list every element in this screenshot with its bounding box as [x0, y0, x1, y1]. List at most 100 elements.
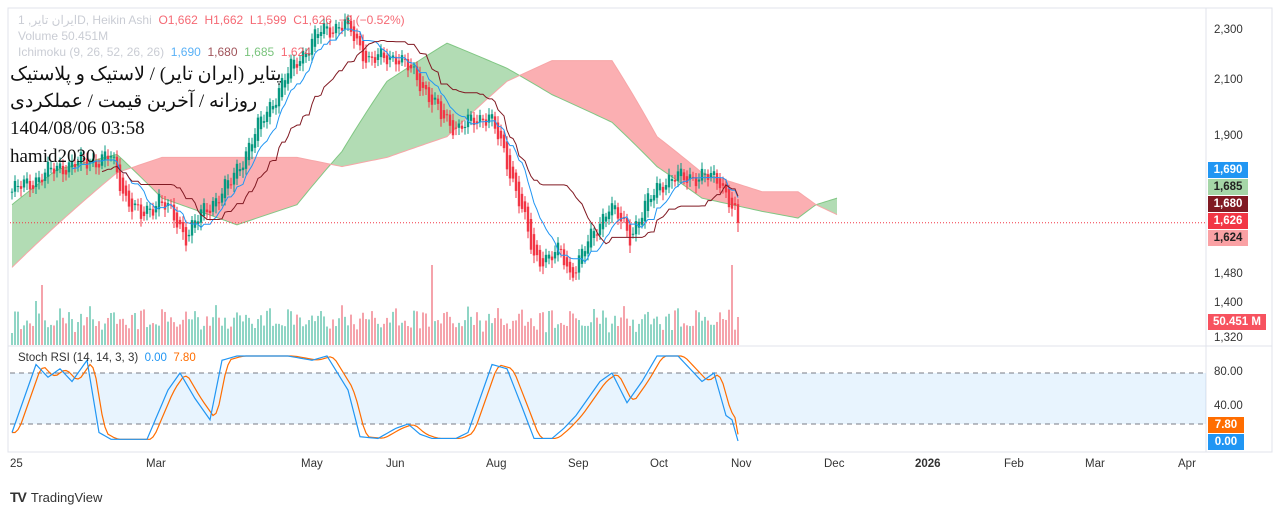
candle-body — [73, 163, 77, 168]
volume-bar — [146, 327, 148, 345]
candle-body — [727, 188, 731, 208]
volume-bar — [584, 325, 586, 345]
volume-bar — [644, 314, 646, 345]
ichimoku-cloud-segment — [447, 43, 450, 137]
volume-bar — [482, 331, 484, 345]
ichimoku-cloud-segment — [81, 162, 84, 204]
candle-body — [70, 160, 74, 168]
volume-bar — [272, 325, 274, 345]
candle-body — [646, 193, 650, 211]
candle-body — [397, 60, 401, 65]
candle-body — [484, 119, 488, 126]
ichimoku-cloud-segment — [558, 60, 561, 99]
ichimoku-cloud-segment — [660, 138, 663, 171]
ichimoku-cloud-segment — [393, 75, 396, 156]
volume-bar — [230, 326, 232, 345]
ichimoku-cloud-segment — [72, 165, 75, 212]
volume-bar — [476, 312, 478, 345]
candle-body — [625, 217, 629, 231]
candle-body — [202, 203, 206, 216]
candle-body — [559, 248, 563, 250]
candle-body — [439, 101, 443, 120]
tradingview-brand[interactable]: TV TradingView — [10, 489, 102, 505]
ichimoku-cloud-segment — [825, 200, 828, 211]
candle-body — [220, 193, 224, 203]
candle-body — [52, 168, 56, 174]
candle-body — [454, 127, 458, 129]
volume-bar — [188, 319, 190, 345]
ichimoku-cloud-segment — [741, 184, 744, 208]
volume-bar — [200, 329, 202, 345]
ichimoku-cloud-segment — [537, 66, 540, 88]
volume-bar — [617, 325, 619, 345]
volume-bar — [341, 305, 343, 345]
volume-bar — [542, 312, 544, 345]
candle-body — [667, 174, 671, 188]
volume-legend: Volume 50.451M — [18, 29, 109, 43]
ichimoku-cloud-segment — [12, 202, 15, 268]
candle-body — [706, 174, 710, 180]
candle-body — [382, 52, 386, 59]
ichimoku-cloud-segment — [48, 174, 51, 234]
candle-body — [604, 216, 608, 222]
volume-bar — [107, 317, 109, 345]
volume-bar — [596, 317, 598, 345]
ichimoku-cloud-segment — [468, 51, 471, 117]
ichimoku-cloud-segment — [501, 65, 504, 87]
candle-body — [133, 203, 137, 206]
volume-bar — [368, 319, 370, 345]
ichimoku-cloud-segment — [366, 108, 369, 162]
volume-bar — [479, 320, 481, 345]
volume-bar — [725, 319, 727, 345]
candle-body — [670, 179, 674, 182]
ichimoku-cloud-segment — [87, 161, 90, 199]
ichimoku-cloud-segment — [801, 193, 804, 216]
ichimoku-cloud-segment — [444, 43, 447, 138]
ichimoku-cloud-segment — [198, 157, 201, 212]
ichimoku-cloud-segment — [294, 157, 297, 206]
volume-bar — [329, 328, 331, 345]
ichimoku-cloud-segment — [462, 49, 465, 123]
ichimoku-cloud-segment — [525, 71, 528, 81]
candle-body — [82, 157, 86, 160]
candle-body — [214, 198, 218, 207]
candle-body — [61, 165, 65, 175]
ichimoku-cloud-segment — [453, 45, 456, 131]
candle-body — [523, 201, 527, 213]
candle-body — [469, 114, 473, 121]
candle-body — [685, 176, 689, 183]
volume-bar — [473, 324, 475, 345]
candle-body — [607, 211, 611, 220]
candle-body — [49, 167, 53, 170]
ichimoku-cloud-segment — [93, 159, 96, 193]
ichimoku-kijun: 1,680 — [207, 45, 238, 59]
volume-bar — [458, 322, 460, 345]
candle-body — [130, 198, 134, 212]
ichimoku-cloud-segment — [18, 197, 21, 262]
ichimoku-cloud-segment — [408, 65, 411, 151]
candle-body — [349, 20, 353, 32]
ichimoku-cloud-segment — [126, 162, 129, 170]
ichimoku-cloud-segment — [297, 157, 300, 205]
ichimoku-cloud-segment — [372, 99, 375, 161]
candle-body — [31, 185, 35, 189]
candle-body — [421, 82, 425, 88]
ichimoku-cloud-segment — [489, 60, 492, 98]
ichimoku-cloud-segment — [171, 157, 174, 203]
overlay-subtitle: روزانه / آخرین قیمت / عملکردی — [10, 91, 258, 112]
volume-bar — [215, 305, 217, 345]
ichimoku-cloud-segment — [192, 157, 195, 210]
candle-body — [694, 177, 698, 187]
ichimoku-cloud-segment — [669, 146, 672, 177]
price-tick: 1,400 — [1214, 297, 1243, 309]
volume-bar — [665, 316, 667, 345]
volume-bar — [143, 309, 145, 345]
candle-body — [226, 180, 230, 189]
candle-body — [244, 151, 248, 169]
ichimoku-cloud-segment — [567, 60, 570, 103]
ichimoku-cloud-segment — [63, 167, 66, 220]
candle-body — [613, 205, 617, 210]
candle-body — [151, 209, 155, 216]
ichimoku-cloud-segment — [384, 81, 387, 159]
